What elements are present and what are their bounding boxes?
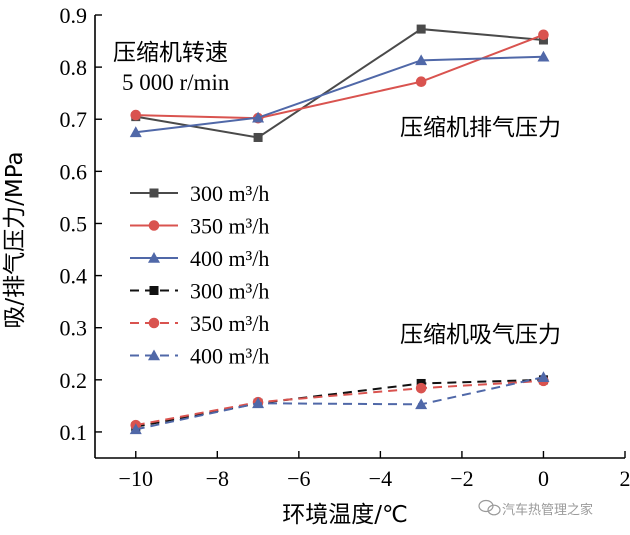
legend-marker	[148, 252, 160, 263]
data-point	[537, 371, 550, 383]
series-line	[135, 28, 544, 139]
x-tick-label: 0	[538, 466, 549, 491]
data-point	[253, 132, 263, 142]
y-tick-label: 0.1	[60, 420, 88, 445]
legend-label: 400 m³/h	[190, 246, 269, 271]
series-line	[135, 376, 544, 431]
legend-marker	[148, 349, 160, 361]
suction-pressure-label: 压缩机吸气压力	[400, 322, 561, 348]
legend-marker	[148, 317, 160, 329]
watermark-text: 汽车热管理之家	[502, 502, 593, 518]
legend: 300 m³/h 350 m³/h 400 m³/h 300 m³/h 350 m³/h…	[130, 181, 269, 369]
series-line	[135, 55, 544, 134]
y-ticks: 0.1 0.2 0.3 0.4 0.5 0.6 0.7 0.8 0.9	[60, 3, 102, 445]
x-tick-label: −2	[450, 466, 473, 491]
legend-label: 350 m³/h	[190, 214, 269, 239]
legend-marker	[149, 188, 159, 198]
condition-speed: 5 000 r/min	[122, 70, 230, 95]
legend-item: 400 m³/h	[130, 246, 269, 271]
discharge-pressure-label: 压缩机排气压力	[400, 115, 561, 141]
legend-label: 300 m³/h	[190, 279, 269, 304]
data-point	[252, 111, 265, 123]
series-suction-5	[129, 371, 550, 435]
series-suction-4	[130, 375, 549, 431]
data-point	[129, 423, 142, 435]
x-ticks: −10 −8 −6 −4 −2 0 2	[119, 451, 630, 491]
x-tick-label: −10	[119, 466, 153, 491]
y-axis-title: 吸/排气压力/MPa	[2, 151, 28, 328]
legend-label: 350 m³/h	[190, 311, 269, 336]
data-point	[252, 397, 265, 409]
y-tick-label: 0.5	[60, 211, 88, 236]
legend-label: 300 m³/h	[190, 181, 269, 206]
y-tick-label: 0.9	[60, 3, 88, 28]
y-tick-label: 0.8	[60, 55, 88, 80]
axes	[94, 15, 625, 459]
legend-label: 400 m³/h	[190, 344, 269, 369]
watermark: 汽车热管理之家	[478, 499, 593, 518]
series-layer	[129, 24, 550, 435]
data-point	[415, 382, 427, 394]
legend-marker	[149, 286, 159, 295]
legend-marker	[148, 220, 160, 231]
data-point	[415, 76, 427, 88]
series-line	[135, 378, 544, 428]
data-point	[538, 29, 549, 41]
data-point	[416, 24, 426, 34]
y-tick-label: 0.7	[60, 107, 88, 132]
y-tick-label: 0.2	[60, 368, 88, 393]
data-point	[537, 50, 550, 62]
legend-item: 350 m³/h	[130, 311, 269, 336]
series-line	[135, 379, 544, 427]
legend-item: 400 m³/h	[130, 344, 269, 369]
legend-item: 350 m³/h	[130, 214, 269, 239]
x-tick-label: 2	[620, 466, 630, 491]
y-tick-label: 0.4	[60, 264, 88, 289]
x-tick-label: −8	[206, 466, 229, 491]
legend-item: 300 m³/h	[130, 181, 269, 206]
y-tick-label: 0.3	[60, 316, 88, 341]
wechat-icon	[478, 499, 501, 516]
data-point	[129, 126, 142, 138]
data-point	[415, 54, 428, 66]
data-point	[130, 109, 142, 121]
x-tick-label: −6	[287, 466, 310, 491]
legend-item: 300 m³/h	[130, 279, 269, 304]
series-discharge-2	[129, 50, 550, 138]
x-tick-label: −4	[369, 466, 392, 491]
x-axis-title: 环境温度/℃	[282, 502, 408, 528]
condition-title: 压缩机转速	[113, 40, 228, 66]
data-point	[415, 398, 428, 410]
y-tick-label: 0.6	[60, 159, 88, 184]
